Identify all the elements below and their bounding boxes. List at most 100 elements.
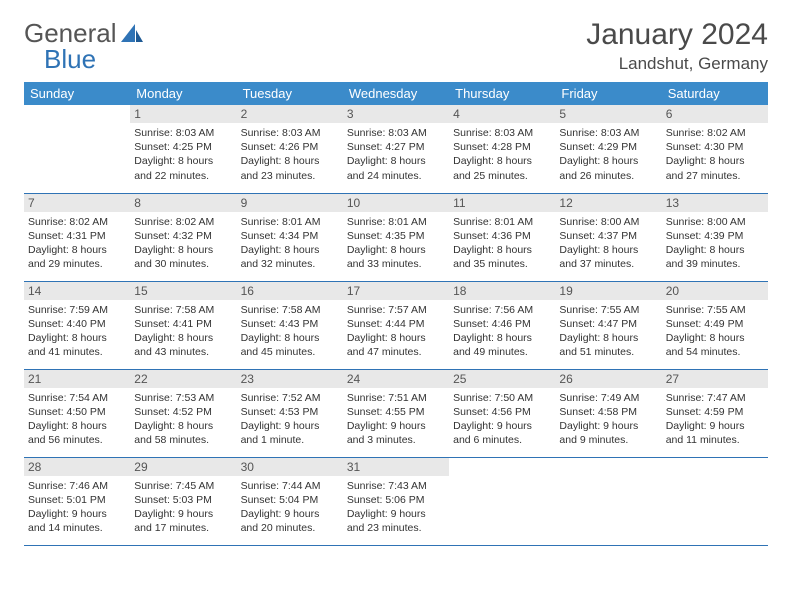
daylight-text-1: Daylight: 8 hours: [347, 243, 445, 257]
calendar-day-cell: 13Sunrise: 8:00 AMSunset: 4:39 PMDayligh…: [662, 193, 768, 281]
sunset-text: Sunset: 4:40 PM: [28, 317, 126, 331]
day-data: Sunrise: 7:52 AMSunset: 4:53 PMDaylight:…: [237, 388, 343, 452]
sunset-text: Sunset: 4:47 PM: [559, 317, 657, 331]
day-data: Sunrise: 8:01 AMSunset: 4:34 PMDaylight:…: [237, 212, 343, 276]
calendar-day-cell: 28Sunrise: 7:46 AMSunset: 5:01 PMDayligh…: [24, 457, 130, 545]
daylight-text-1: Daylight: 9 hours: [347, 419, 445, 433]
day-data: Sunrise: 7:49 AMSunset: 4:58 PMDaylight:…: [555, 388, 661, 452]
daylight-text-1: Daylight: 8 hours: [134, 419, 232, 433]
daylight-text-1: Daylight: 8 hours: [28, 243, 126, 257]
sunset-text: Sunset: 4:44 PM: [347, 317, 445, 331]
daylight-text-1: Daylight: 8 hours: [134, 154, 232, 168]
day-number: 3: [343, 105, 449, 123]
day-number: 27: [662, 370, 768, 388]
sunrise-text: Sunrise: 7:50 AM: [453, 391, 551, 405]
day-data: Sunrise: 7:58 AMSunset: 4:43 PMDaylight:…: [237, 300, 343, 364]
daylight-text-2: and 23 minutes.: [347, 521, 445, 535]
calendar-day-cell: 4Sunrise: 8:03 AMSunset: 4:28 PMDaylight…: [449, 105, 555, 193]
sunrise-text: Sunrise: 7:55 AM: [559, 303, 657, 317]
daylight-text-2: and 51 minutes.: [559, 345, 657, 359]
weekday-header: Thursday: [449, 82, 555, 105]
daylight-text-2: and 58 minutes.: [134, 433, 232, 447]
day-number: 20: [662, 282, 768, 300]
day-number: 19: [555, 282, 661, 300]
day-data: Sunrise: 7:55 AMSunset: 4:49 PMDaylight:…: [662, 300, 768, 364]
sunset-text: Sunset: 4:28 PM: [453, 140, 551, 154]
daylight-text-2: and 25 minutes.: [453, 169, 551, 183]
sunset-text: Sunset: 4:32 PM: [134, 229, 232, 243]
sunset-text: Sunset: 4:34 PM: [241, 229, 339, 243]
sunset-text: Sunset: 4:41 PM: [134, 317, 232, 331]
daylight-text-1: Daylight: 8 hours: [134, 331, 232, 345]
sunset-text: Sunset: 4:29 PM: [559, 140, 657, 154]
day-number: 7: [24, 194, 130, 212]
sunrise-text: Sunrise: 8:02 AM: [28, 215, 126, 229]
daylight-text-2: and 47 minutes.: [347, 345, 445, 359]
month-title: January 2024: [586, 18, 768, 52]
sunrise-text: Sunrise: 8:03 AM: [134, 126, 232, 140]
calendar-day-cell: 21Sunrise: 7:54 AMSunset: 4:50 PMDayligh…: [24, 369, 130, 457]
calendar-day-cell: 10Sunrise: 8:01 AMSunset: 4:35 PMDayligh…: [343, 193, 449, 281]
calendar-day-cell: 24Sunrise: 7:51 AMSunset: 4:55 PMDayligh…: [343, 369, 449, 457]
sunset-text: Sunset: 4:27 PM: [347, 140, 445, 154]
day-data: Sunrise: 8:03 AMSunset: 4:27 PMDaylight:…: [343, 123, 449, 187]
daylight-text-1: Daylight: 9 hours: [241, 507, 339, 521]
calendar-day-cell: .: [555, 457, 661, 545]
sunset-text: Sunset: 4:43 PM: [241, 317, 339, 331]
daylight-text-1: Daylight: 9 hours: [241, 419, 339, 433]
daylight-text-1: Daylight: 8 hours: [241, 154, 339, 168]
day-data: Sunrise: 8:02 AMSunset: 4:31 PMDaylight:…: [24, 212, 130, 276]
sunrise-text: Sunrise: 8:03 AM: [241, 126, 339, 140]
daylight-text-1: Daylight: 8 hours: [347, 154, 445, 168]
sunset-text: Sunset: 4:50 PM: [28, 405, 126, 419]
day-number: 2: [237, 105, 343, 123]
calendar-day-cell: 1Sunrise: 8:03 AMSunset: 4:25 PMDaylight…: [130, 105, 236, 193]
day-data: Sunrise: 8:01 AMSunset: 4:36 PMDaylight:…: [449, 212, 555, 276]
daylight-text-2: and 9 minutes.: [559, 433, 657, 447]
day-number: 16: [237, 282, 343, 300]
daylight-text-1: Daylight: 8 hours: [28, 331, 126, 345]
sunrise-text: Sunrise: 7:58 AM: [134, 303, 232, 317]
day-number: 28: [24, 458, 130, 476]
sunrise-text: Sunrise: 7:43 AM: [347, 479, 445, 493]
day-data: Sunrise: 7:57 AMSunset: 4:44 PMDaylight:…: [343, 300, 449, 364]
sunset-text: Sunset: 4:30 PM: [666, 140, 764, 154]
sunrise-text: Sunrise: 8:03 AM: [453, 126, 551, 140]
daylight-text-2: and 17 minutes.: [134, 521, 232, 535]
day-data: Sunrise: 7:53 AMSunset: 4:52 PMDaylight:…: [130, 388, 236, 452]
sunrise-text: Sunrise: 7:56 AM: [453, 303, 551, 317]
calendar-day-cell: 20Sunrise: 7:55 AMSunset: 4:49 PMDayligh…: [662, 281, 768, 369]
header: General January 2024 Landshut, Germany: [24, 18, 768, 74]
sunrise-text: Sunrise: 7:53 AM: [134, 391, 232, 405]
calendar-day-cell: 11Sunrise: 8:01 AMSunset: 4:36 PMDayligh…: [449, 193, 555, 281]
calendar-day-cell: 25Sunrise: 7:50 AMSunset: 4:56 PMDayligh…: [449, 369, 555, 457]
day-number: 26: [555, 370, 661, 388]
day-data: Sunrise: 7:58 AMSunset: 4:41 PMDaylight:…: [130, 300, 236, 364]
day-number: 15: [130, 282, 236, 300]
daylight-text-2: and 29 minutes.: [28, 257, 126, 271]
sunset-text: Sunset: 4:25 PM: [134, 140, 232, 154]
sunrise-text: Sunrise: 7:51 AM: [347, 391, 445, 405]
daylight-text-1: Daylight: 8 hours: [241, 331, 339, 345]
sunrise-text: Sunrise: 8:03 AM: [347, 126, 445, 140]
logo-text-blue: Blue: [44, 44, 96, 75]
day-data: Sunrise: 8:00 AMSunset: 4:39 PMDaylight:…: [662, 212, 768, 276]
day-number: 6: [662, 105, 768, 123]
sunrise-text: Sunrise: 8:02 AM: [666, 126, 764, 140]
daylight-text-2: and 27 minutes.: [666, 169, 764, 183]
sunrise-text: Sunrise: 7:52 AM: [241, 391, 339, 405]
sunset-text: Sunset: 4:37 PM: [559, 229, 657, 243]
sunrise-text: Sunrise: 7:59 AM: [28, 303, 126, 317]
day-number: 10: [343, 194, 449, 212]
day-number: 21: [24, 370, 130, 388]
day-number: 17: [343, 282, 449, 300]
sunset-text: Sunset: 4:55 PM: [347, 405, 445, 419]
daylight-text-1: Daylight: 9 hours: [559, 419, 657, 433]
sunset-text: Sunset: 4:46 PM: [453, 317, 551, 331]
day-data: Sunrise: 7:55 AMSunset: 4:47 PMDaylight:…: [555, 300, 661, 364]
calendar-week-row: 21Sunrise: 7:54 AMSunset: 4:50 PMDayligh…: [24, 369, 768, 457]
title-block: January 2024 Landshut, Germany: [586, 18, 768, 74]
calendar-day-cell: 5Sunrise: 8:03 AMSunset: 4:29 PMDaylight…: [555, 105, 661, 193]
calendar-day-cell: 23Sunrise: 7:52 AMSunset: 4:53 PMDayligh…: [237, 369, 343, 457]
weekday-header: Tuesday: [237, 82, 343, 105]
